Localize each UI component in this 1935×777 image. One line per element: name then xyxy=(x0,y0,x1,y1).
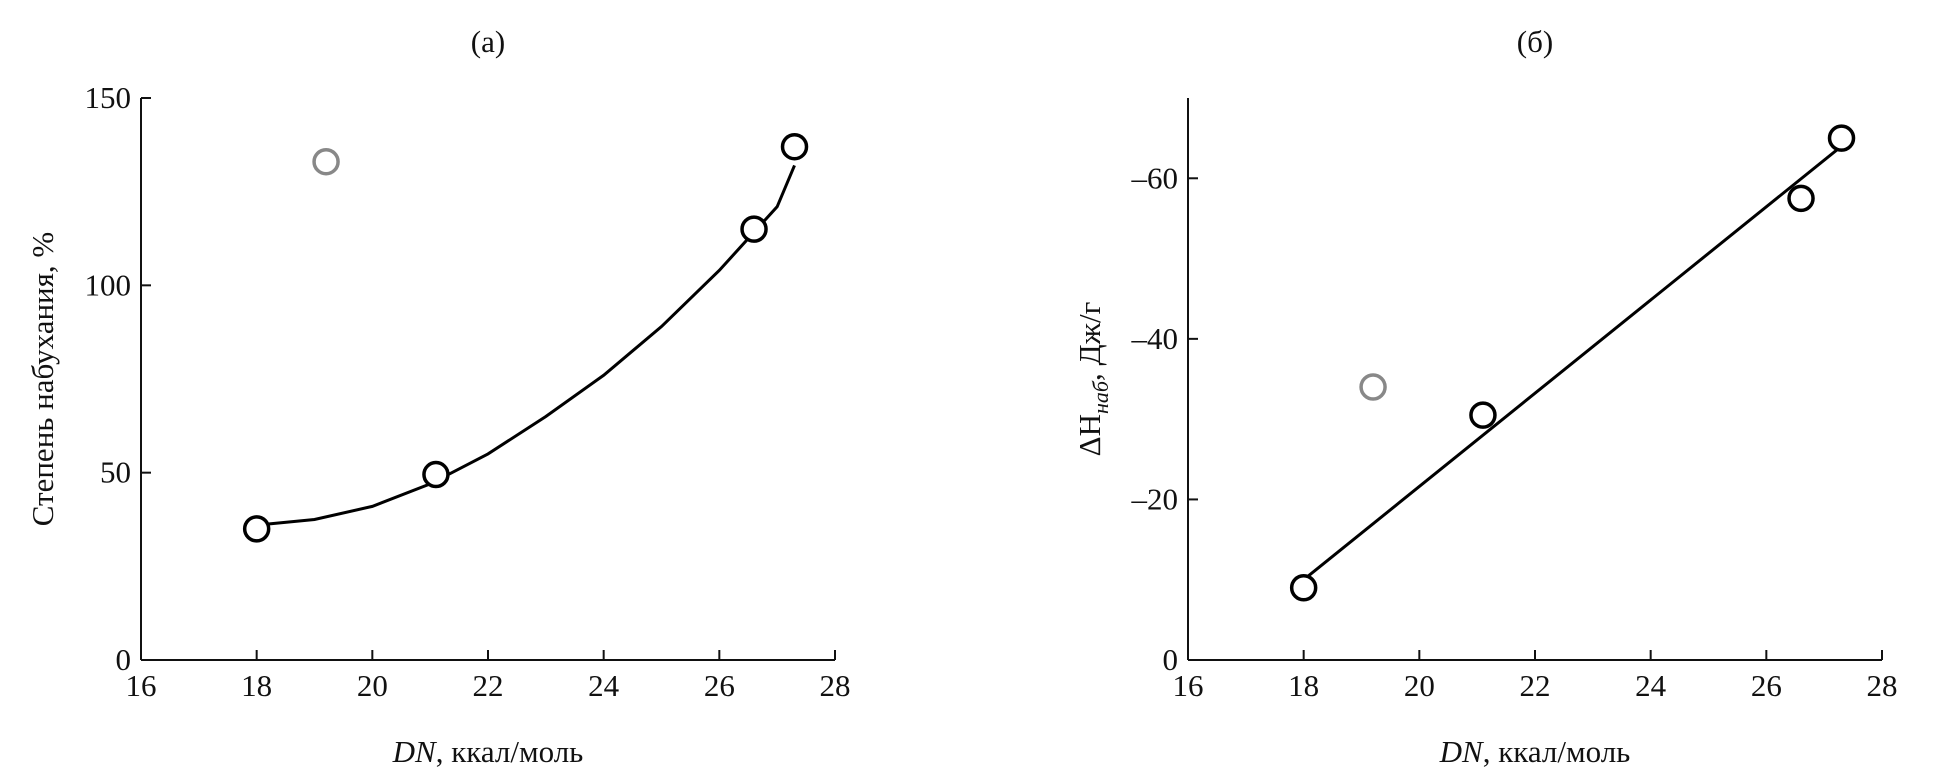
data-point xyxy=(740,215,768,243)
y-tick-label: 100 xyxy=(85,267,132,302)
x-tick-label: 28 xyxy=(1867,668,1898,703)
x-axis-label: DN, ккал/моль xyxy=(392,734,584,769)
fit-line xyxy=(256,164,796,527)
y-tick-label: –60 xyxy=(1131,160,1179,195)
x-tick-label: 20 xyxy=(1404,668,1435,703)
data-point xyxy=(1289,573,1318,602)
y-label-sub: наб xyxy=(1088,380,1113,414)
data-point xyxy=(1469,401,1497,429)
x-label-variable: DN xyxy=(392,734,438,769)
data-point xyxy=(422,460,450,489)
y-label-text: Степень набухания, % xyxy=(25,232,60,526)
chart-title: (a) xyxy=(471,24,505,59)
x-tick-label: 26 xyxy=(1751,668,1782,703)
y-tick-label: 0 xyxy=(1163,642,1179,677)
data-point xyxy=(242,515,271,543)
x-tick-label: 24 xyxy=(1635,668,1667,703)
x-tick-label: 18 xyxy=(241,668,272,703)
x-label-unit: , ккал/моль xyxy=(1483,734,1631,769)
data-point xyxy=(1787,184,1815,213)
x-label-variable: DN xyxy=(1439,734,1485,769)
chart-title: (б) xyxy=(1517,24,1553,59)
y-label-rest: , Дж/г xyxy=(1072,302,1107,381)
x-axis-label: DN, ккал/моль xyxy=(1439,734,1631,769)
x-tick-label: 18 xyxy=(1288,668,1319,703)
y-tick-label: 50 xyxy=(100,455,131,490)
x-tick-label: 22 xyxy=(473,668,504,703)
x-tick-label: 24 xyxy=(588,668,620,703)
x-label-unit: , ккал/моль xyxy=(436,734,584,769)
x-tick-label: 16 xyxy=(1173,668,1204,703)
x-tick-label: 20 xyxy=(357,668,388,703)
fit-line xyxy=(1302,145,1843,581)
data-point xyxy=(1359,373,1387,401)
y-axis-label: Степень набухания, % xyxy=(25,232,60,526)
x-tick-label: 22 xyxy=(1520,668,1551,703)
x-tick-label: 26 xyxy=(704,668,735,703)
x-tick-label: 16 xyxy=(126,668,157,703)
data-point xyxy=(780,132,809,161)
y-axis-label: ΔHнаб, Дж/г xyxy=(1072,302,1113,457)
x-tick-label: 28 xyxy=(820,668,851,703)
y-label-main: ΔH xyxy=(1072,414,1107,456)
y-tick-label: –20 xyxy=(1131,481,1179,516)
data-point xyxy=(1827,124,1856,152)
data-point xyxy=(312,147,340,176)
y-tick-label: –40 xyxy=(1131,321,1179,356)
y-tick-label: 0 xyxy=(116,642,132,677)
y-tick-label: 150 xyxy=(85,80,132,115)
